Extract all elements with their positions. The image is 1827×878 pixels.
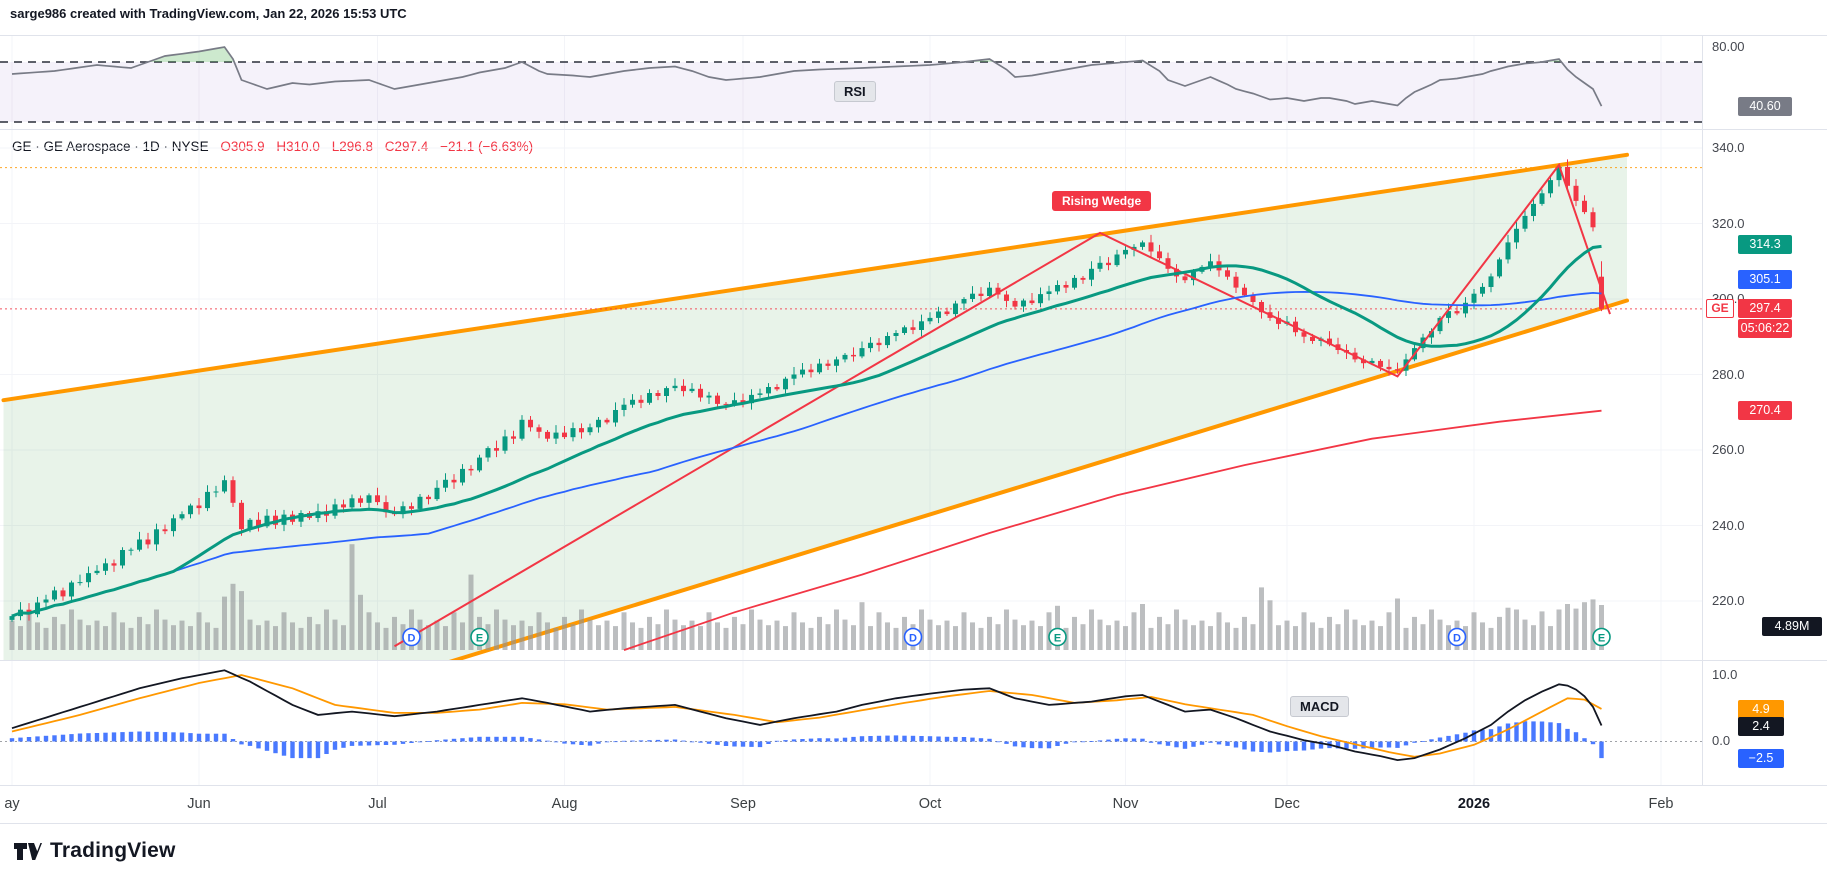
pane-divider-rsi-main[interactable]	[0, 129, 1827, 130]
ohlc-high: H310.0	[276, 139, 320, 154]
wedge-upper-line[interactable]	[1, 152, 1629, 403]
price-axis-tick: 260.0	[1712, 442, 1745, 457]
price-scale-divider	[1702, 35, 1703, 785]
volume-badge: 4.89M	[1762, 617, 1822, 636]
macd-value-badge: 2.4	[1738, 717, 1784, 736]
dividend-marker[interactable]: D	[402, 627, 421, 647]
price-axis-tick: 340.0	[1712, 140, 1745, 155]
ohlc-low: L296.8	[331, 139, 374, 154]
macd-line[interactable]	[11, 669, 1603, 762]
macd-pane[interactable]	[0, 660, 1702, 785]
ma200-line[interactable]	[623, 409, 1602, 651]
macd-signal-line[interactable]	[11, 674, 1602, 758]
svg-text:D: D	[1453, 633, 1461, 645]
symbol-price-tag: GE	[1706, 299, 1734, 318]
attribution-text: sarge986 created with TradingView.com, J…	[10, 6, 407, 21]
earnings-marker[interactable]: E	[1048, 627, 1067, 647]
ma200-price-badge: 270.4	[1738, 401, 1792, 420]
price-axis-tick: 240.0	[1712, 517, 1745, 533]
macd-hist-badge: −2.5	[1738, 749, 1784, 768]
macd-signal-badge: 4.9	[1738, 700, 1784, 719]
rsi-value-badge: 40.60	[1738, 97, 1792, 116]
tradingview-logo-icon	[14, 843, 42, 860]
brand-name: TradingView	[50, 839, 176, 862]
rising-wedge-fill	[3, 154, 1627, 660]
time-axis-tick-aug: Aug	[551, 796, 578, 812]
rsi-pane-label[interactable]: RSI	[834, 81, 876, 102]
dividend-marker[interactable]: D	[1447, 627, 1467, 647]
price-axis-tick: 280.0	[1712, 366, 1745, 382]
last-price-badge: 297.4	[1738, 299, 1792, 318]
time-axis-tick-jun: Jun	[187, 796, 211, 812]
countdown-badge: 05:06:22	[1738, 319, 1792, 338]
ma20-price-badge: 314.3	[1738, 235, 1792, 254]
time-axis-tick-2026: 2026	[1457, 796, 1491, 812]
ohlc-open: O305.9	[220, 139, 265, 154]
ma20-line[interactable]	[11, 244, 1602, 618]
time-axis-tick-dec: Dec	[1274, 796, 1300, 812]
pattern-label-rising-wedge[interactable]: Rising Wedge	[1052, 191, 1152, 211]
rsi-axis-tick: 80.00	[1712, 39, 1745, 54]
svg-text:D: D	[909, 633, 917, 645]
wedge-lower-line[interactable]	[4, 298, 1629, 660]
symbol-title[interactable]: GE · GE Aerospace · 1D · NYSE	[12, 139, 209, 154]
ma50-price-badge: 305.1	[1738, 270, 1792, 289]
earnings-marker[interactable]: E	[1592, 627, 1611, 647]
time-axis-tick-ay: ay	[4, 796, 20, 812]
svg-text:E: E	[1598, 633, 1605, 645]
time-axis-tick-sep: Sep	[730, 796, 756, 812]
symbol-info-row: GE · GE Aerospace · 1D · NYSE O305.9 H31…	[12, 139, 541, 154]
svg-text:E: E	[476, 633, 483, 645]
ma50-line[interactable]	[11, 290, 1602, 617]
svg-text:E: E	[1054, 633, 1061, 645]
macd-axis-tick-0: 0.0	[1712, 733, 1731, 748]
earnings-marker[interactable]: E	[470, 627, 489, 647]
price-axis-tick: 320.0	[1712, 215, 1745, 231]
price-axis-tick: 220.0	[1712, 593, 1745, 608]
zigzag-line[interactable]	[393, 162, 1611, 648]
pane-divider-main-macd[interactable]	[0, 660, 1827, 661]
svg-text:D: D	[408, 633, 416, 645]
grid	[11, 660, 1662, 785]
time-axis-tick-oct: Oct	[918, 796, 942, 812]
rsi-line[interactable]	[11, 46, 1603, 107]
candlestick-series[interactable]	[9, 159, 1605, 622]
time-axis-tick-jul: Jul	[368, 796, 387, 812]
macd-axis-tick-10: 10.0	[1712, 667, 1738, 682]
pane-divider-top	[0, 35, 1827, 36]
ohlc-change: −21.1 (−6.63%)	[440, 139, 534, 154]
ohlc-close: C297.4	[384, 139, 429, 154]
footer-brand[interactable]: TradingView	[12, 836, 176, 866]
macd-pane-label[interactable]: MACD	[1290, 696, 1349, 717]
time-axis-tick-feb: Feb	[1648, 796, 1674, 812]
time-axis-tick-nov: Nov	[1112, 796, 1139, 812]
time-axis[interactable]: ay Jun Jul Aug Sep Oct Nov Dec 2026 Feb	[0, 785, 1827, 824]
dividend-marker[interactable]: D	[903, 627, 923, 647]
